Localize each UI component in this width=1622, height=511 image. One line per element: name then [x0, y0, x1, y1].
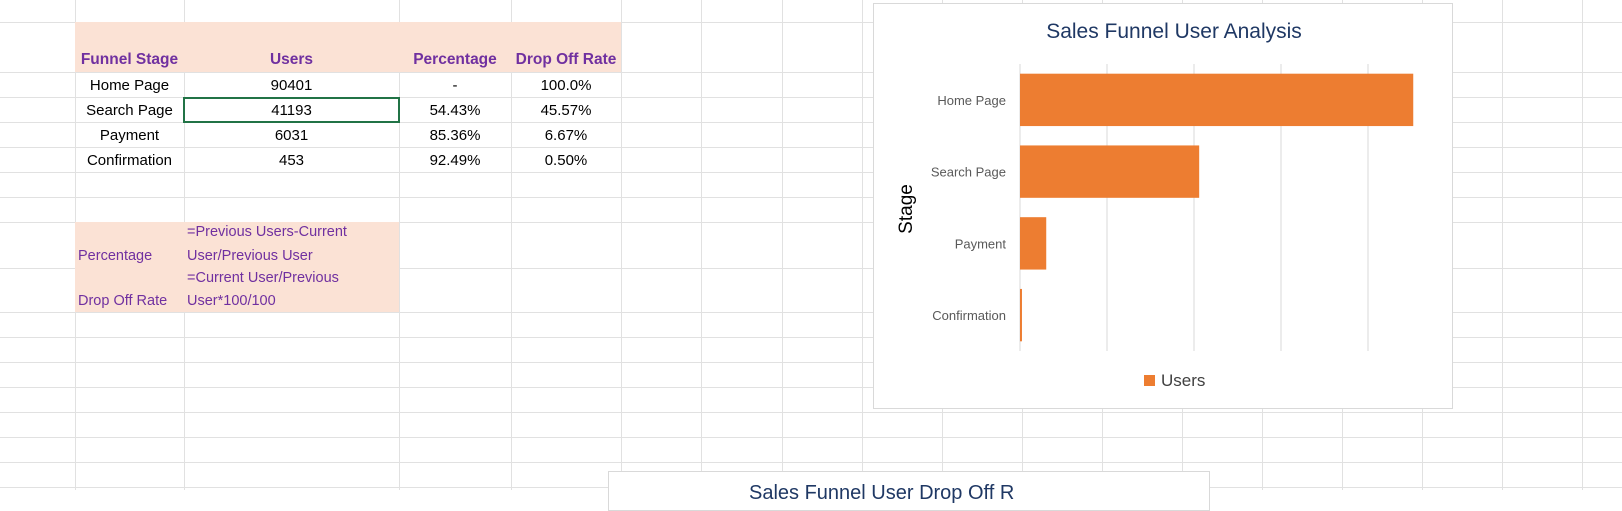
cell-drop-off[interactable]: 100.0%: [540, 76, 592, 94]
legend-label: Users: [1161, 371, 1205, 390]
note-percentage-formula-2[interactable]: User/Previous User: [187, 248, 313, 264]
cell-drop-off[interactable]: 6.67%: [544, 126, 588, 144]
cell-users[interactable]: 453: [278, 151, 305, 169]
note-percentage-formula-1[interactable]: =Previous Users-Current: [187, 224, 347, 240]
cell-stage[interactable]: Home Page: [89, 76, 170, 94]
note-dropoff-label[interactable]: Drop Off Rate: [78, 293, 168, 309]
cell-drop-off[interactable]: 45.57%: [540, 101, 592, 119]
dropoff-chart[interactable]: Sales Funnel User Drop Off R: [608, 471, 1210, 511]
legend-swatch: [1144, 375, 1155, 386]
header-drop-off-rate[interactable]: Drop Off Rate: [515, 51, 617, 68]
category-label: Search Page: [931, 165, 1006, 180]
cell-percentage[interactable]: 54.43%: [429, 101, 481, 119]
cell-percentage[interactable]: 92.49%: [429, 151, 481, 169]
cell-users[interactable]: 6031: [274, 126, 309, 144]
category-label: Payment: [955, 236, 1007, 251]
bar-confirmation[interactable]: [1020, 288, 1022, 342]
cell-drop-off[interactable]: 0.50%: [544, 151, 588, 169]
chart-title: Sales Funnel User Analysis: [1046, 20, 1302, 43]
header-users[interactable]: Users: [269, 51, 314, 68]
header-funnel-stage[interactable]: Funnel Stage: [80, 51, 179, 68]
category-label: Confirmation: [932, 308, 1006, 323]
cell-stage[interactable]: Payment: [99, 126, 160, 144]
funnel-chart-svg: Sales Funnel User Analysis Stage Home Pa…: [896, 20, 1456, 390]
note-dropoff-formula-1[interactable]: =Current User/Previous: [187, 270, 339, 286]
category-label: Home Page: [937, 93, 1006, 108]
bar-home-page[interactable]: [1020, 73, 1414, 127]
note-dropoff-formula-2[interactable]: User*100/100: [187, 293, 276, 309]
dropoff-chart-title: Sales Funnel User Drop Off R: [749, 482, 1015, 504]
notes-fill: [75, 222, 399, 312]
y-axis-title: Stage: [896, 184, 917, 234]
cell-percentage[interactable]: -: [452, 76, 458, 94]
cell-stage[interactable]: Search Page: [86, 101, 173, 119]
cell-users-selected[interactable]: 41193: [183, 97, 400, 123]
bar-payment[interactable]: [1020, 217, 1047, 270]
header-fill: [75, 22, 621, 72]
note-percentage-label[interactable]: Percentage: [78, 248, 153, 264]
cell-stage[interactable]: Confirmation: [86, 151, 173, 169]
funnel-chart[interactable]: Sales Funnel User Analysis Stage Home Pa…: [873, 3, 1456, 409]
header-percentage[interactable]: Percentage: [413, 51, 497, 68]
cell-users[interactable]: 90401: [270, 76, 313, 94]
bar-search-page[interactable]: [1020, 145, 1200, 198]
cell-percentage[interactable]: 85.36%: [429, 126, 481, 144]
